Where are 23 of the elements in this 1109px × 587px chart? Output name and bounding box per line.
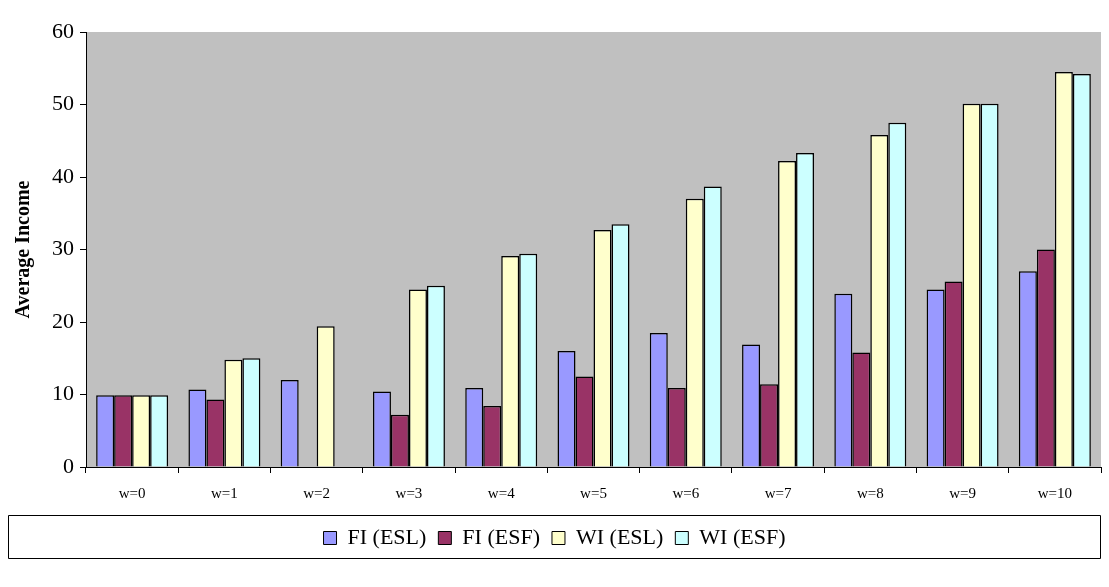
y-axis-title: Average Income [11, 180, 35, 319]
y-tick-label: 60 [52, 17, 74, 43]
x-tick-label: w=2 [303, 484, 331, 501]
x-tick-label: w=5 [580, 484, 607, 501]
x-tick-label: w=8 [856, 484, 884, 501]
y-tick-label: 40 [52, 162, 74, 188]
legend-label: WI (ESF) [699, 523, 786, 549]
y-tick-label: 50 [52, 90, 74, 116]
legend-label: FI (ESL) [347, 523, 427, 549]
x-tick-label: w=1 [211, 484, 238, 501]
x-tick-label: w=7 [764, 484, 792, 501]
x-tick-label: w=10 [1037, 484, 1073, 501]
y-tick-label: 30 [52, 235, 74, 261]
x-tick-label: w=6 [672, 484, 700, 501]
y-tick-label: 20 [52, 307, 74, 333]
legend-label: WI (ESL) [575, 523, 664, 549]
x-tick-label: w=4 [487, 484, 516, 501]
x-tick-label: w=3 [395, 484, 423, 501]
x-tick-label: w=9 [949, 484, 976, 501]
x-tick-label: w=0 [118, 484, 146, 501]
legend-label: FI (ESF) [462, 523, 540, 549]
y-tick-label: 10 [52, 380, 74, 406]
y-tick-label: 0 [63, 452, 74, 478]
